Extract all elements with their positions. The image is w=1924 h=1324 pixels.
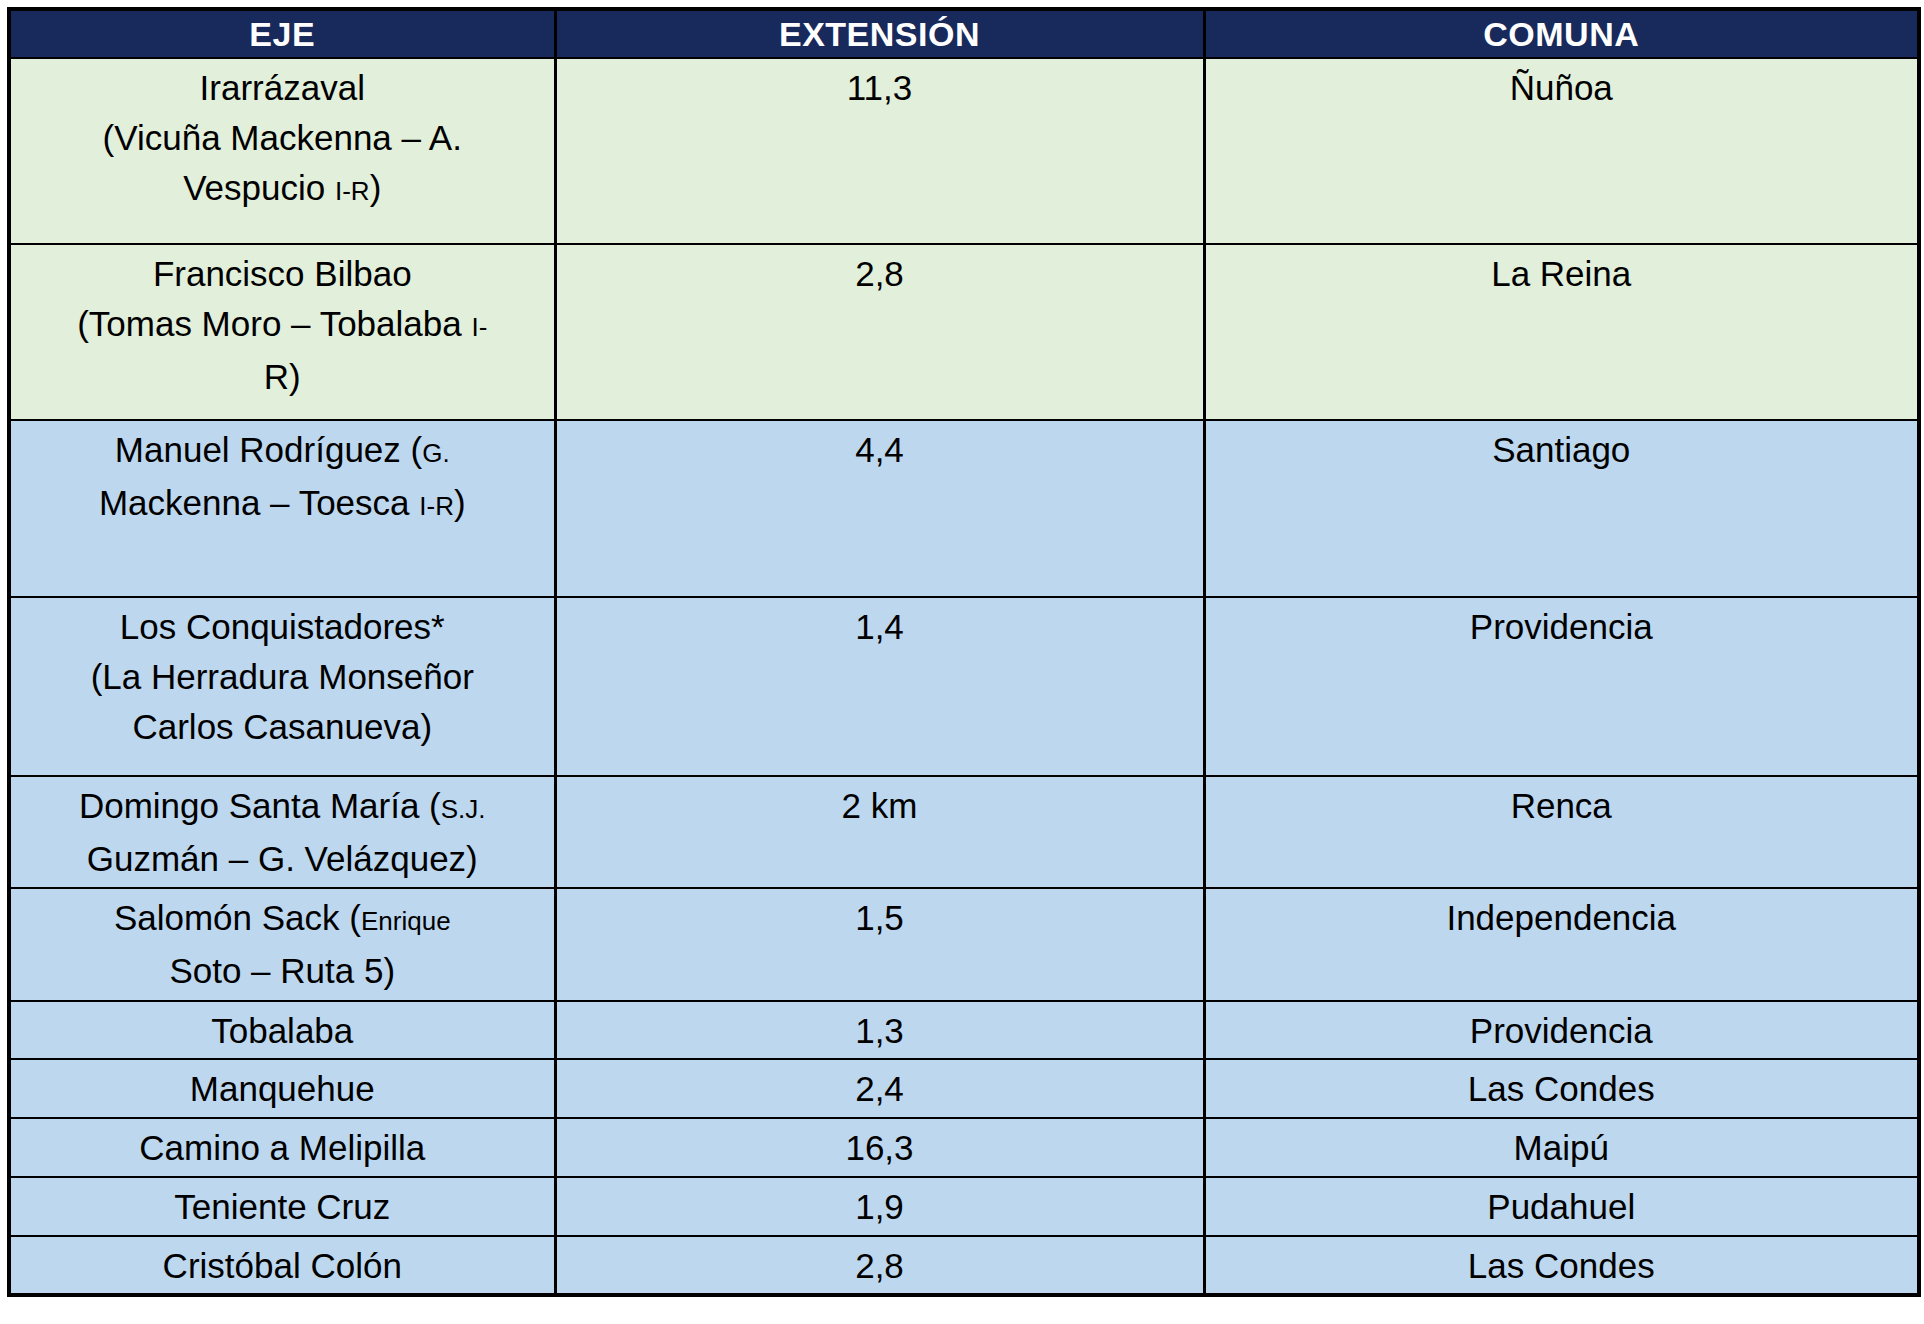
eje-line: R) bbox=[17, 352, 548, 402]
eje-line: Guzmán – G. Velázquez) bbox=[17, 834, 548, 884]
comuna-cell: Las Condes bbox=[1204, 1236, 1919, 1295]
comuna-cell: Independencia bbox=[1204, 888, 1919, 1001]
table-row: Francisco Bilbao(Tomas Moro – Tobalaba I… bbox=[9, 244, 1919, 420]
table-row: Camino a Melipilla16,3Maipú bbox=[9, 1118, 1919, 1177]
eje-line: Domingo Santa María (S.J. bbox=[17, 781, 548, 834]
eje-line: Teniente Cruz bbox=[17, 1182, 548, 1232]
ejes-table: EJE EXTENSIÓN COMUNA Irarrázaval(Vicuña … bbox=[7, 7, 1921, 1297]
comuna-cell: Ñuñoa bbox=[1204, 58, 1919, 244]
comuna-cell: Providencia bbox=[1204, 1001, 1919, 1059]
eje-cell: Los Conquistadores*(La Herradura Monseño… bbox=[9, 597, 555, 776]
eje-line: Tobalaba bbox=[17, 1006, 548, 1056]
page: EJE EXTENSIÓN COMUNA Irarrázaval(Vicuña … bbox=[0, 0, 1924, 1324]
eje-cell: Domingo Santa María (S.J.Guzmán – G. Vel… bbox=[9, 776, 555, 888]
column-header-eje: EJE bbox=[9, 9, 555, 58]
eje-cell: Salomón Sack (EnriqueSoto – Ruta 5) bbox=[9, 888, 555, 1001]
table-body: Irarrázaval(Vicuña Mackenna – A.Vespucio… bbox=[9, 58, 1919, 1295]
eje-line: (Tomas Moro – Tobalaba I- bbox=[17, 299, 548, 352]
extension-cell: 16,3 bbox=[555, 1118, 1204, 1177]
table-row: Tobalaba1,3Providencia bbox=[9, 1001, 1919, 1059]
eje-line: Francisco Bilbao bbox=[17, 249, 548, 299]
table-header: EJE EXTENSIÓN COMUNA bbox=[9, 9, 1919, 58]
comuna-cell: Santiago bbox=[1204, 420, 1919, 597]
column-header-comuna: COMUNA bbox=[1204, 9, 1919, 58]
eje-cell: Cristóbal Colón bbox=[9, 1236, 555, 1295]
eje-line: Manquehue bbox=[17, 1064, 548, 1114]
table-row: Manuel Rodríguez (G.Mackenna – Toesca I-… bbox=[9, 420, 1919, 597]
table-row: Salomón Sack (EnriqueSoto – Ruta 5)1,5In… bbox=[9, 888, 1919, 1001]
comuna-cell: Renca bbox=[1204, 776, 1919, 888]
eje-line: Salomón Sack (Enrique bbox=[17, 893, 548, 946]
eje-line: Carlos Casanueva) bbox=[17, 702, 548, 752]
extension-cell: 2,8 bbox=[555, 1236, 1204, 1295]
eje-cell: Teniente Cruz bbox=[9, 1177, 555, 1236]
column-header-extension: EXTENSIÓN bbox=[555, 9, 1204, 58]
comuna-cell: Maipú bbox=[1204, 1118, 1919, 1177]
extension-cell: 1,9 bbox=[555, 1177, 1204, 1236]
eje-cell: Camino a Melipilla bbox=[9, 1118, 555, 1177]
eje-cell: Manuel Rodríguez (G.Mackenna – Toesca I-… bbox=[9, 420, 555, 597]
table-row: Manquehue2,4Las Condes bbox=[9, 1059, 1919, 1118]
extension-cell: 11,3 bbox=[555, 58, 1204, 244]
table-row: Domingo Santa María (S.J.Guzmán – G. Vel… bbox=[9, 776, 1919, 888]
eje-cell: Tobalaba bbox=[9, 1001, 555, 1059]
table-row: Cristóbal Colón2,8Las Condes bbox=[9, 1236, 1919, 1295]
eje-line: (La Herradura Monseñor bbox=[17, 652, 548, 702]
eje-line: Irarrázaval bbox=[17, 63, 548, 113]
eje-line: Vespucio I-R) bbox=[17, 163, 548, 216]
eje-line: (Vicuña Mackenna – A. bbox=[17, 113, 548, 163]
eje-cell: Irarrázaval(Vicuña Mackenna – A.Vespucio… bbox=[9, 58, 555, 244]
eje-cell: Manquehue bbox=[9, 1059, 555, 1118]
eje-cell: Francisco Bilbao(Tomas Moro – Tobalaba I… bbox=[9, 244, 555, 420]
eje-line: Manuel Rodríguez (G. bbox=[17, 425, 548, 478]
table-row: Los Conquistadores*(La Herradura Monseño… bbox=[9, 597, 1919, 776]
extension-cell: 2,4 bbox=[555, 1059, 1204, 1118]
eje-line: Los Conquistadores* bbox=[17, 602, 548, 652]
header-row: EJE EXTENSIÓN COMUNA bbox=[9, 9, 1919, 58]
table-row: Irarrázaval(Vicuña Mackenna – A.Vespucio… bbox=[9, 58, 1919, 244]
extension-cell: 4,4 bbox=[555, 420, 1204, 597]
extension-cell: 2,8 bbox=[555, 244, 1204, 420]
comuna-cell: Las Condes bbox=[1204, 1059, 1919, 1118]
eje-line: Soto – Ruta 5) bbox=[17, 946, 548, 996]
comuna-cell: Pudahuel bbox=[1204, 1177, 1919, 1236]
comuna-cell: La Reina bbox=[1204, 244, 1919, 420]
eje-line: Camino a Melipilla bbox=[17, 1123, 548, 1173]
eje-line: Cristóbal Colón bbox=[17, 1241, 548, 1291]
eje-line: Mackenna – Toesca I-R) bbox=[17, 478, 548, 531]
extension-cell: 1,4 bbox=[555, 597, 1204, 776]
comuna-cell: Providencia bbox=[1204, 597, 1919, 776]
extension-cell: 1,5 bbox=[555, 888, 1204, 1001]
table-row: Teniente Cruz1,9Pudahuel bbox=[9, 1177, 1919, 1236]
extension-cell: 2 km bbox=[555, 776, 1204, 888]
extension-cell: 1,3 bbox=[555, 1001, 1204, 1059]
